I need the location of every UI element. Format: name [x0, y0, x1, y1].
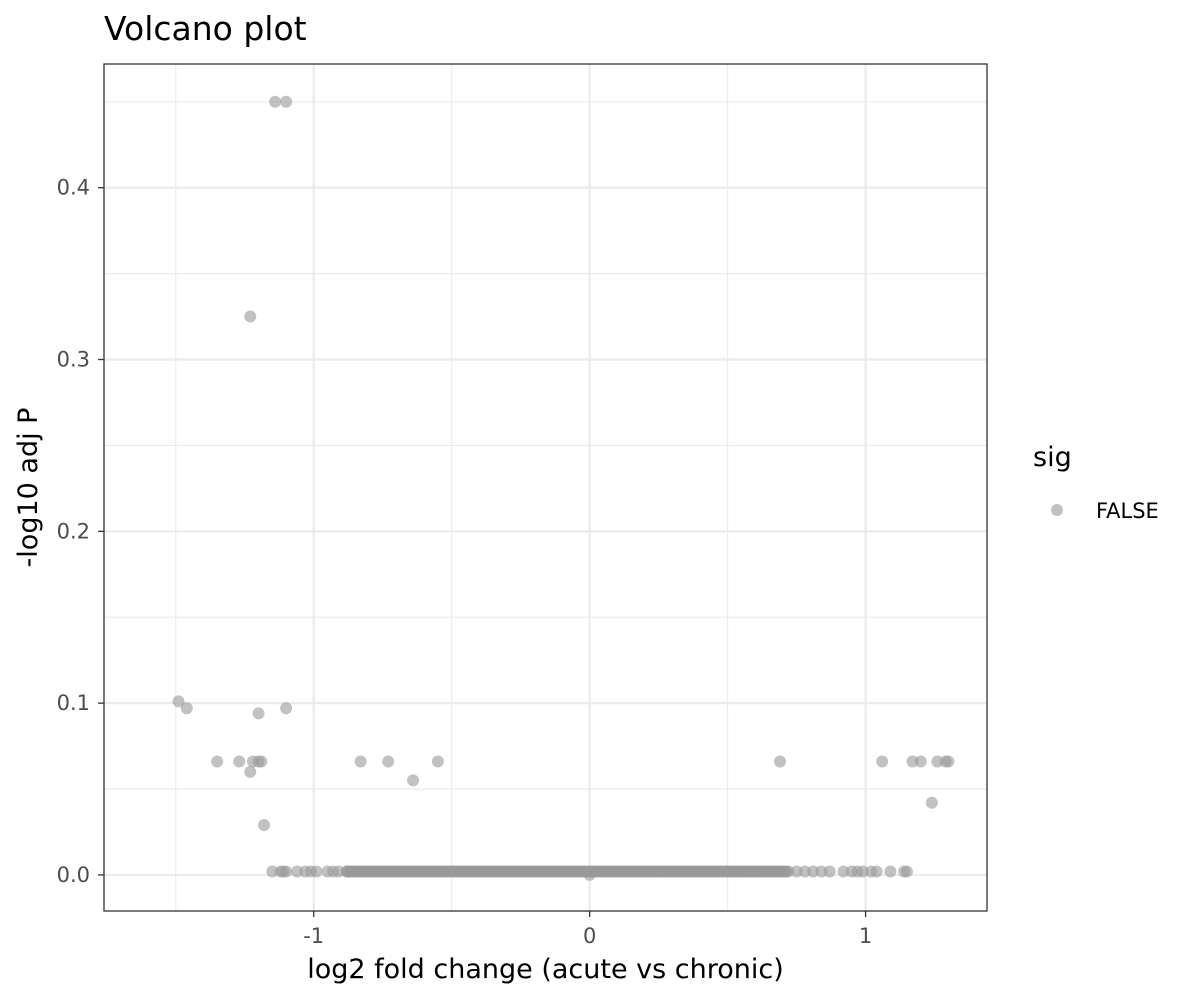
- data-point: [172, 695, 185, 708]
- data-point: [790, 865, 803, 878]
- data-point: [942, 755, 955, 768]
- data-point: [876, 755, 889, 768]
- data-point: [180, 702, 193, 715]
- data-point: [280, 95, 293, 108]
- x-tick-label: 0: [583, 924, 596, 948]
- chart-title: Volcano plot: [104, 9, 307, 48]
- axis-ticks: -1 0 1 0.0 0.1 0.2 0.3 0.4: [57, 176, 873, 948]
- data-point: [931, 755, 944, 768]
- data-point: [914, 755, 927, 768]
- data-point: [244, 765, 257, 778]
- data-point: [280, 702, 293, 715]
- data-point: [884, 865, 897, 878]
- data-point: [252, 755, 265, 768]
- data-point: [798, 865, 811, 878]
- x-tick-label: -1: [303, 924, 324, 948]
- y-tick-label: 0.3: [57, 348, 90, 372]
- y-tick-label: 0.4: [57, 176, 90, 200]
- data-point: [583, 868, 596, 881]
- data-point: [211, 755, 224, 768]
- data-point: [382, 755, 395, 768]
- legend-title: sig: [1033, 442, 1072, 473]
- data-point: [807, 865, 820, 878]
- data-point: [774, 755, 787, 768]
- data-points: [172, 95, 955, 881]
- data-point: [856, 865, 869, 878]
- grid-lines: [104, 64, 987, 911]
- plot-panel: [104, 64, 987, 911]
- y-tick-label: 0.1: [57, 691, 90, 715]
- data-point: [354, 755, 367, 768]
- data-point: [244, 310, 257, 323]
- data-point: [233, 755, 246, 768]
- data-point: [291, 865, 304, 878]
- data-point: [870, 865, 883, 878]
- y-axis-title: -log10 adj P: [13, 408, 44, 568]
- data-point: [269, 95, 282, 108]
- x-tick-label: 1: [859, 924, 872, 948]
- data-point: [815, 865, 828, 878]
- data-point: [431, 755, 444, 768]
- data-point: [310, 865, 323, 878]
- x-axis-title: log2 fold change (acute vs chronic): [307, 954, 784, 985]
- data-point: [332, 865, 345, 878]
- data-point: [906, 755, 919, 768]
- data-point: [900, 865, 913, 878]
- data-point: [258, 819, 271, 832]
- data-point: [340, 865, 353, 878]
- data-point: [782, 865, 795, 878]
- data-point: [266, 865, 279, 878]
- y-tick-label: 0.0: [57, 863, 90, 887]
- legend-label-false: FALSE: [1096, 499, 1159, 523]
- data-point: [407, 774, 420, 787]
- data-point: [925, 796, 938, 809]
- data-point: [837, 865, 850, 878]
- y-tick-label: 0.2: [57, 519, 90, 543]
- legend-key-point: [1051, 504, 1063, 516]
- data-point: [252, 707, 265, 720]
- data-point: [823, 865, 836, 878]
- data-point: [280, 865, 293, 878]
- legend: sig FALSE: [1033, 442, 1159, 523]
- plot-border: [103, 63, 988, 912]
